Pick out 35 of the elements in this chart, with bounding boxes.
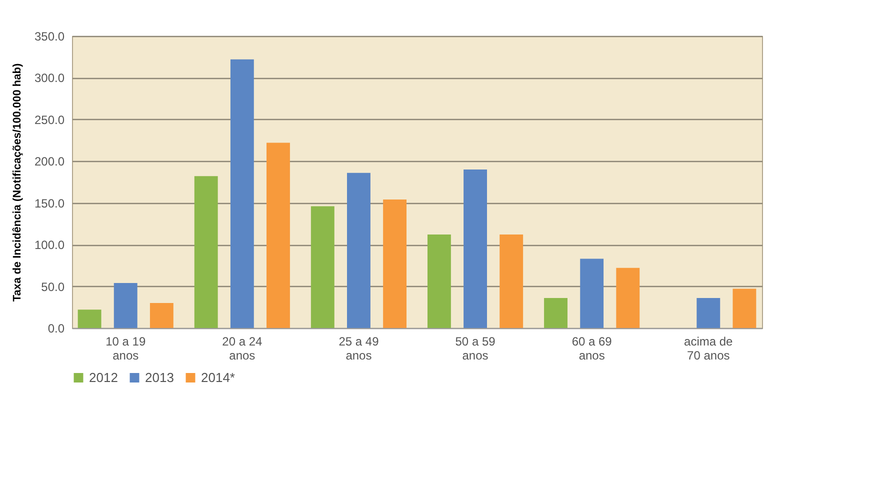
- bar: [266, 142, 290, 328]
- y-tick-label: 0.0: [48, 322, 65, 336]
- bar: [78, 310, 102, 328]
- bar: [616, 268, 640, 328]
- bar: [310, 206, 334, 328]
- bar: [150, 302, 174, 328]
- bar: [383, 200, 407, 328]
- y-tick-label: 300.0: [34, 71, 65, 86]
- y-tick-label: 150.0: [34, 196, 65, 210]
- bar: [732, 288, 756, 328]
- bar: [427, 234, 451, 328]
- y-tick-label: 250.0: [34, 112, 65, 127]
- bar: [347, 172, 370, 328]
- bar: [114, 282, 138, 328]
- bar: [580, 258, 604, 328]
- bar: [230, 59, 254, 328]
- legend-label: 2012: [89, 370, 118, 385]
- y-tick-label: 50.0: [41, 280, 65, 294]
- x-tick-label: 25 a 49 anos: [338, 334, 380, 362]
- bar: [464, 169, 487, 328]
- legend-label: 2013: [145, 370, 174, 385]
- bar: [194, 176, 218, 328]
- bar: [500, 234, 524, 328]
- x-tick-label: 20 a 24 anos: [222, 334, 263, 362]
- y-tick-label: 200.0: [34, 154, 65, 169]
- y-tick-label: 100.0: [34, 238, 65, 252]
- y-tick-label: 350.0: [34, 30, 65, 44]
- x-tick-label: 50 a 59 anos: [455, 334, 496, 362]
- bar: [696, 298, 720, 328]
- x-tick-label: 60 a 69 anos: [572, 334, 612, 362]
- legend-label: 2014*: [201, 370, 235, 385]
- x-tick-label: acima de 70 anos: [684, 334, 734, 362]
- bar: [544, 298, 568, 328]
- x-tick-label: 10 a 19 anos: [106, 334, 146, 362]
- y-axis-title: Taxa de Incidência (Notificações/100.000 hab): [11, 63, 24, 302]
